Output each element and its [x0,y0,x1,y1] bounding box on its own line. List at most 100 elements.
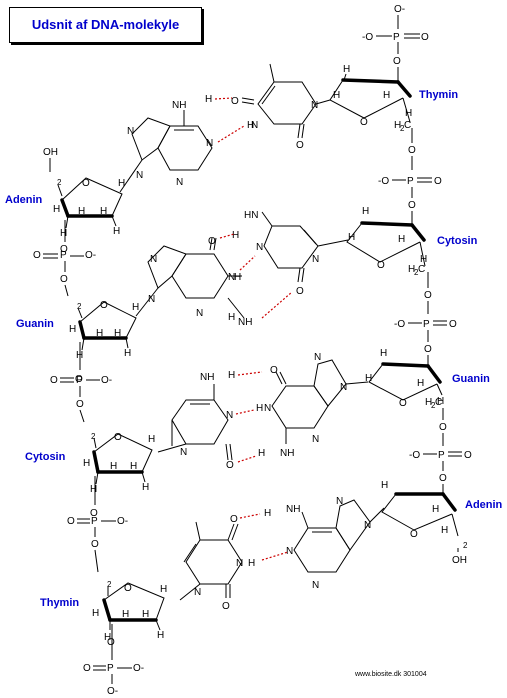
atom-nh: NH [172,100,186,111]
atom-oh: OH [452,555,467,566]
atom-h: H [405,108,412,119]
atom-h: H [104,632,111,643]
atom-p: P [60,250,67,261]
subscript-2: 2 [463,541,468,550]
atom-p: P [438,450,445,461]
atom-o-minus: O- [117,516,128,527]
atom-h: H [160,584,167,595]
atom-h: H [343,64,350,75]
atom-o: O [464,450,472,461]
subscript-2: 2 [107,580,112,589]
atom-o: O [424,344,432,355]
atom-o: O [434,176,442,187]
atom-h2c: H C [394,120,411,131]
atom-h: H [264,508,271,519]
atom-h: H [122,609,129,620]
atom-o: O [82,178,90,189]
atom-h: H [228,312,235,323]
atom-o-minus: O- [107,686,118,697]
atom-n: N [176,177,183,188]
atom-o: O [75,374,83,385]
atom-n: N [264,403,271,414]
title-box: Udsnit af DNA-molekyle [9,7,202,43]
atom-h2c: H C [408,264,425,275]
atom-n: N [312,434,319,445]
atom-n: N [314,352,321,363]
atom-n: N [311,100,318,111]
atom-o: O [76,399,84,410]
atom-n: N [336,496,343,507]
atom-o: O [410,529,418,540]
atom-h: H [132,302,139,313]
atom-o: O [91,539,99,550]
atom-oh: OH [43,147,58,158]
atom-h: H [69,324,76,335]
atom-h: H [124,348,131,359]
atom-o: O [439,422,447,433]
atom-h: H [205,94,212,105]
atom-nh: NH [200,372,214,383]
label-cytosin-left: Cytosin [25,451,66,463]
atom-n: N [196,308,203,319]
atom-h: H [248,558,255,569]
atom-p: P [107,663,114,674]
atom-n: N [364,520,371,531]
subscript-2: 2 [414,268,419,277]
subscript-2: 2 [57,178,62,187]
atom-o: O [222,601,230,612]
atom-h: H [232,230,239,241]
atom-o: O [408,200,416,211]
atom-o: O [230,514,238,525]
atom-o: O [439,473,447,484]
atom-h: H [381,480,388,491]
atom-n: N [206,138,213,149]
atom-n: N [148,294,155,305]
atom-nh: NH [286,504,300,515]
atom-h: H [247,120,254,131]
atom-h: H [83,458,90,469]
atom-o: O [360,117,368,128]
atom-o: O [393,56,401,67]
atom-h: H [78,206,85,217]
label-thymin-left: Thymin [40,597,79,609]
subscript-2: 2 [431,401,436,410]
atom-n: N [180,447,187,458]
atom-h: H [432,504,439,515]
atom-h: H [441,525,448,536]
atom-h: H [348,232,355,243]
atom-o: O [449,319,457,330]
atom-n: N [150,254,157,265]
atom-n: N [228,272,235,283]
atom-h: H [118,178,125,189]
label-cytosin-right: Cytosin [437,235,478,247]
atom-h: H [90,484,97,495]
atom-o: O [424,290,432,301]
atom-o: O [50,375,58,386]
label-guanin-right: Guanin [452,373,490,385]
atom-o: O [60,244,68,255]
atom-p: P [393,32,400,43]
atom-h: H [60,228,67,239]
label-guanin-left: Guanin [16,318,54,330]
atom-o-minus: O- [133,663,144,674]
atom-p: P [76,375,83,386]
atom-h: H [437,396,444,407]
atom-h: H [333,90,340,101]
atom-h: H [96,328,103,339]
atom-n: N [136,170,143,181]
atom-o: O [377,260,385,271]
atom-o-minus: O- [394,4,405,15]
atom-minus-o: -O [362,32,373,43]
atom-h: H [100,206,107,217]
atom-h: H [53,204,60,215]
label-thymin-right: Thymin [419,89,458,101]
atom-h: H [417,378,424,389]
atom-o: O [208,236,216,247]
atom-h: H [110,461,117,472]
atom-p: P [407,176,414,187]
atom-o: O [226,460,234,471]
label-adenin-left: Adenin [5,194,43,206]
atom-o: O [408,145,416,156]
atom-minus-o: -O [378,176,389,187]
atom-minus-o: -O [409,450,420,461]
